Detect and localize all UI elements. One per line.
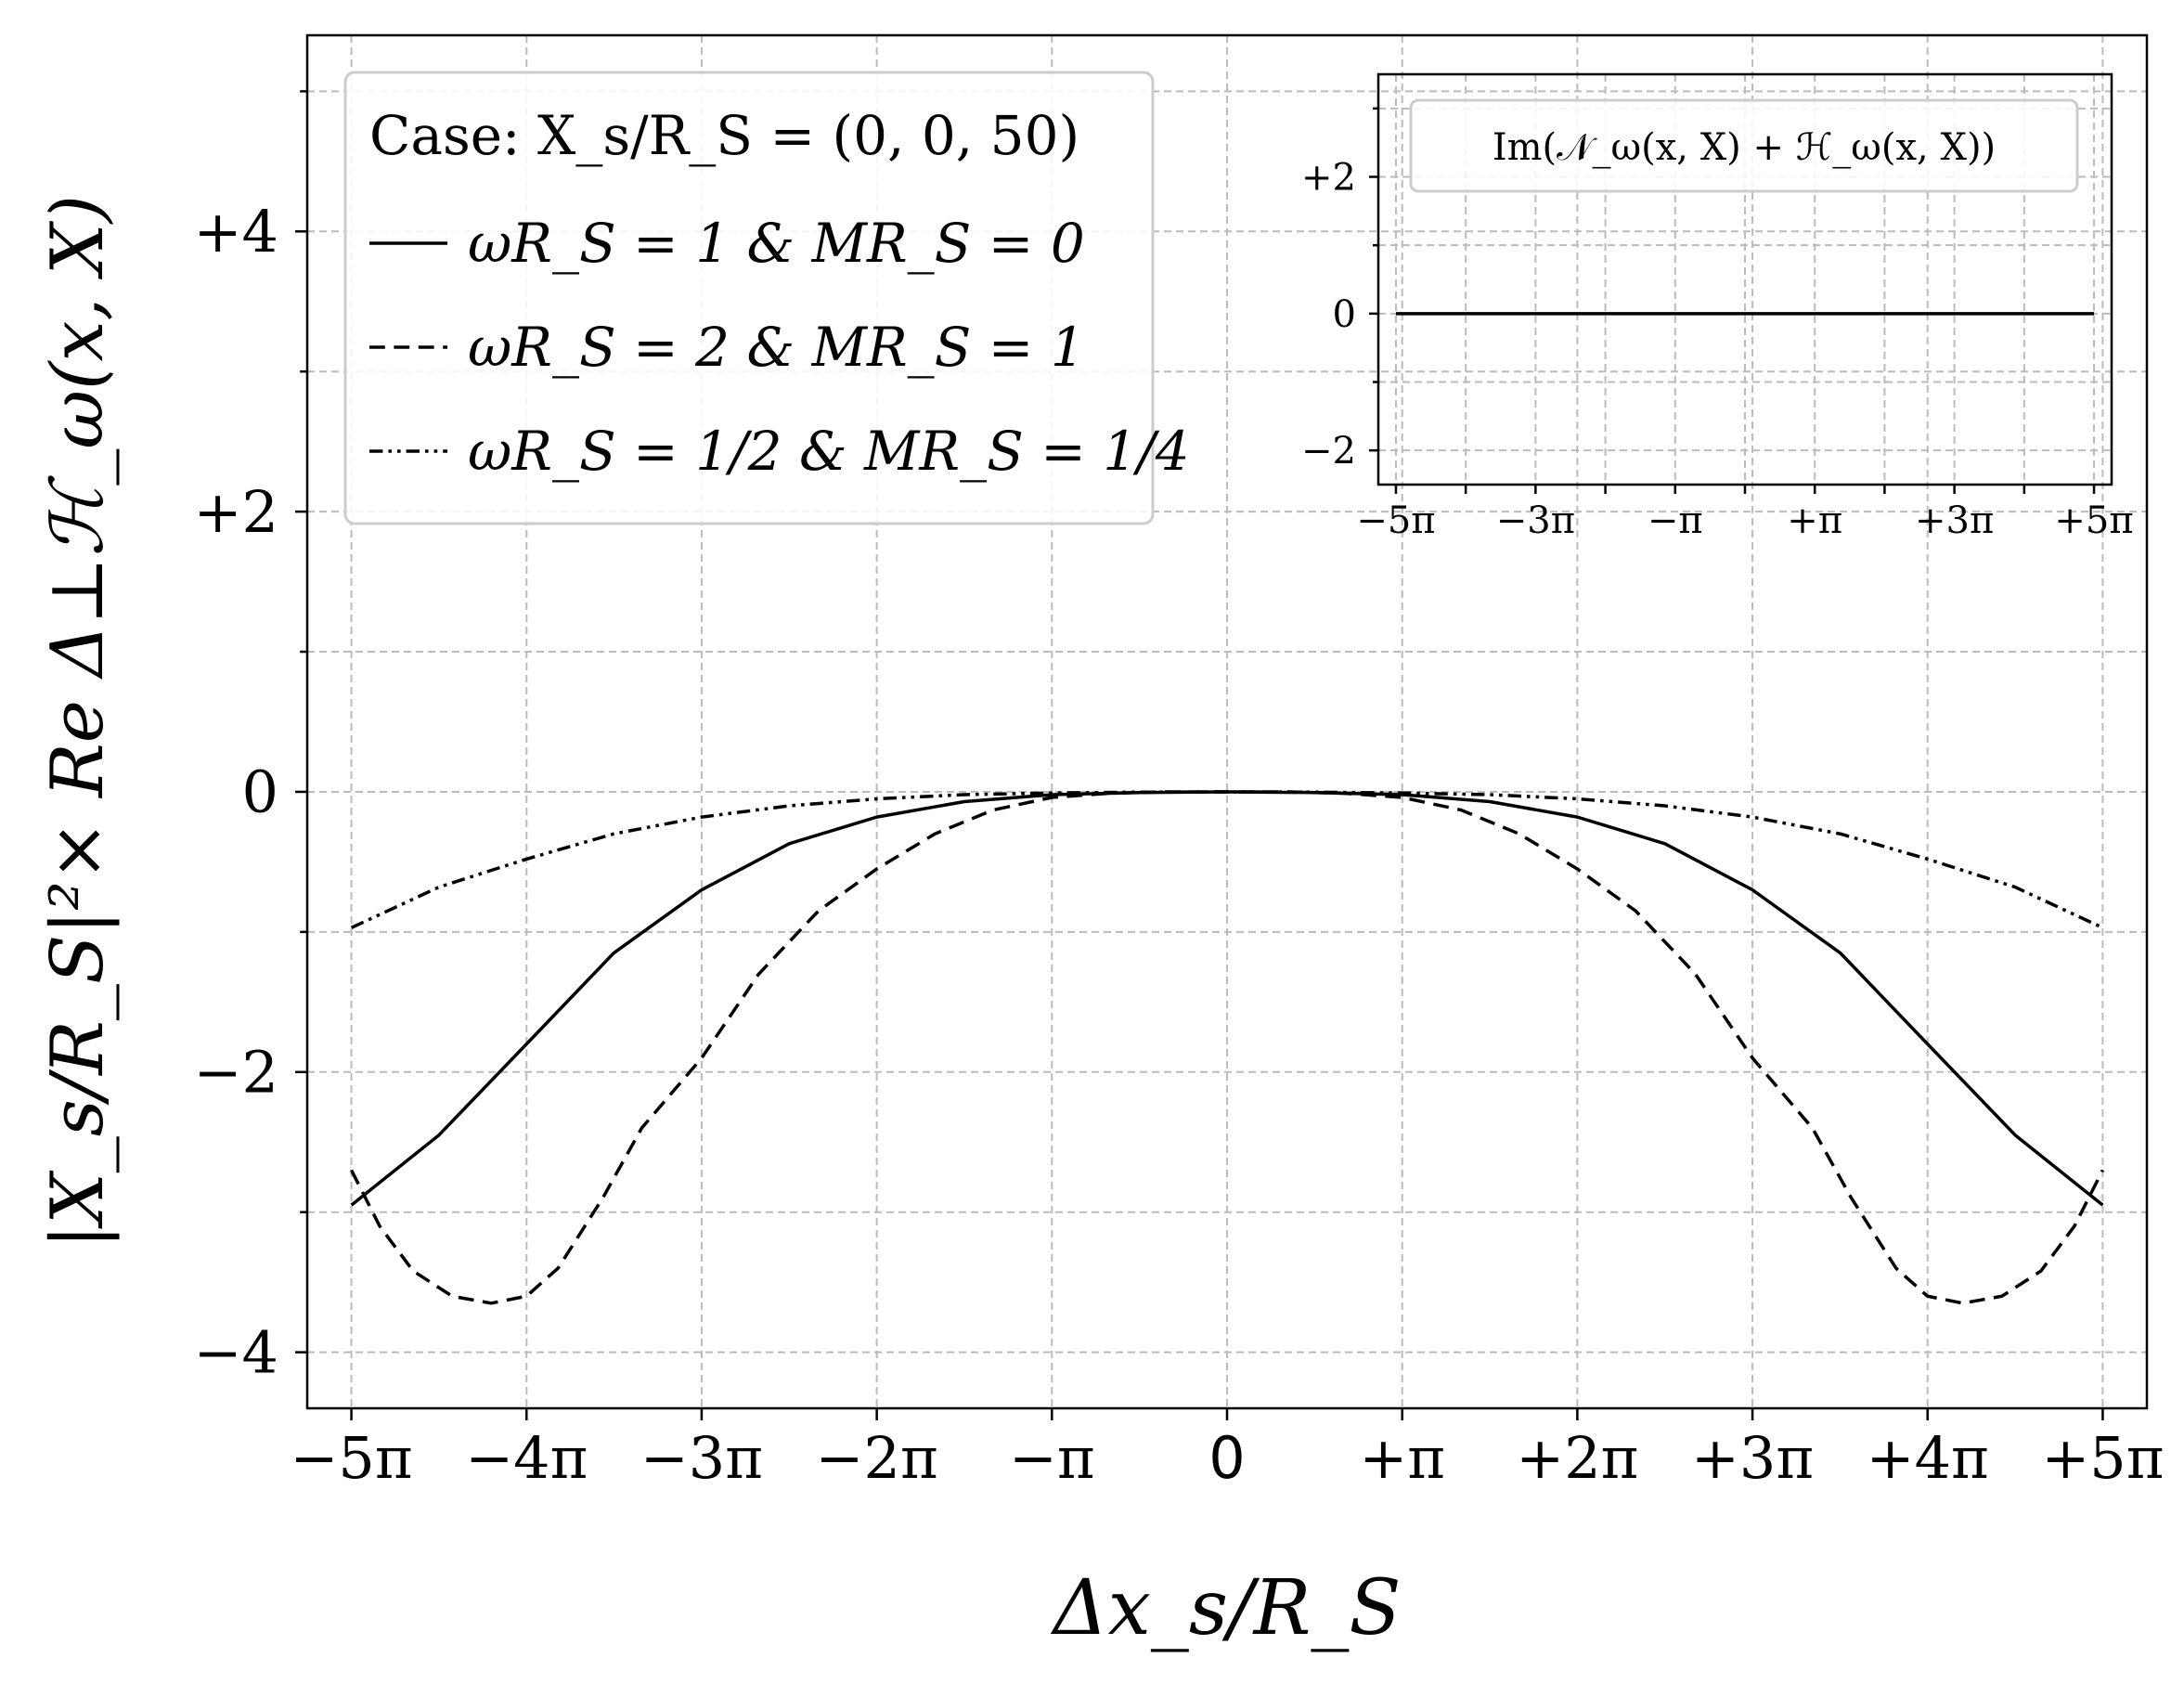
inset-y-tick-label: −2 — [1301, 430, 1356, 473]
main-x-tick-label: +4π — [1867, 1424, 1989, 1492]
main-y-tick-label: 0 — [242, 758, 278, 826]
main-x-tick-label: −2π — [816, 1424, 938, 1492]
inset-ticks: −5π −3π −π +π +3π +5π −2 0 +2 — [1301, 107, 2134, 542]
main-y-tick-label: −4 — [194, 1318, 278, 1386]
inset-x-tick-label: −5π — [1356, 499, 1435, 542]
main-series-line-3 — [350, 790, 2104, 929]
main-x-tick-label: −3π — [640, 1424, 763, 1492]
main-series-line-1 — [350, 790, 2104, 1207]
inset-x-tick-label: −π — [1648, 499, 1703, 542]
main-x-tick-label: −π — [1009, 1424, 1095, 1492]
legend-entry-label-3: ωR_S = 1/2 & MR_S = 1/4 — [468, 420, 1190, 483]
legend-entry-label-2: ωR_S = 2 & MR_S = 1 — [468, 316, 1085, 379]
main-ticks: −5π −4π −3π −2π −π 0 +π +2π +3π +4π +5π −4 −2 0 +2 +4 — [194, 90, 2165, 1492]
main-x-tick-label: −4π — [465, 1424, 588, 1492]
y-axis-label: |X_s/R_S|²× Re Δ⊥ℋ_ω(x, X) — [36, 195, 120, 1249]
x-axis-label: Δx_s/R_S — [1050, 1564, 1401, 1652]
inset-x-tick-label: −3π — [1496, 499, 1575, 542]
legend-title: Case: X_s/R_S = (0, 0, 50) — [369, 104, 1079, 167]
main-x-tick-label: +3π — [1691, 1424, 1814, 1492]
inset-y-tick-label: 0 — [1333, 293, 1356, 336]
legend-box — [343, 71, 1155, 525]
main-y-tick-label: +2 — [194, 478, 278, 546]
main-x-tick-label: +π — [1359, 1424, 1445, 1492]
legend: Case: X_s/R_S = (0, 0, 50) ωR_S = 1 & MR_… — [343, 71, 1190, 525]
main-x-tick-label: 0 — [1208, 1424, 1245, 1492]
inset-x-tick-label: +3π — [1915, 499, 1994, 542]
main-x-tick-label: +5π — [2041, 1424, 2164, 1492]
main-x-tick-label: −5π — [290, 1424, 412, 1492]
main-x-tick-label: +2π — [1516, 1424, 1638, 1492]
main-y-tick-label: +4 — [194, 198, 278, 266]
main-series-group — [350, 790, 2104, 1305]
inset-legend-box — [1409, 98, 2079, 193]
inset-legend: Im(𝒩_ω(x, X) + ℋ_ω(x, X)) — [1409, 98, 2079, 193]
inset-x-tick-label: +π — [1787, 499, 1842, 542]
inset-legend-title: Im(𝒩_ω(x, X) + ℋ_ω(x, X)) — [1493, 126, 1996, 169]
legend-entry-label-1: ωR_S = 1 & MR_S = 0 — [468, 212, 1085, 275]
inset-x-tick-label: +5π — [2054, 499, 2133, 542]
main-y-tick-label: −2 — [194, 1038, 278, 1106]
inset-y-tick-label: +2 — [1301, 157, 1356, 200]
